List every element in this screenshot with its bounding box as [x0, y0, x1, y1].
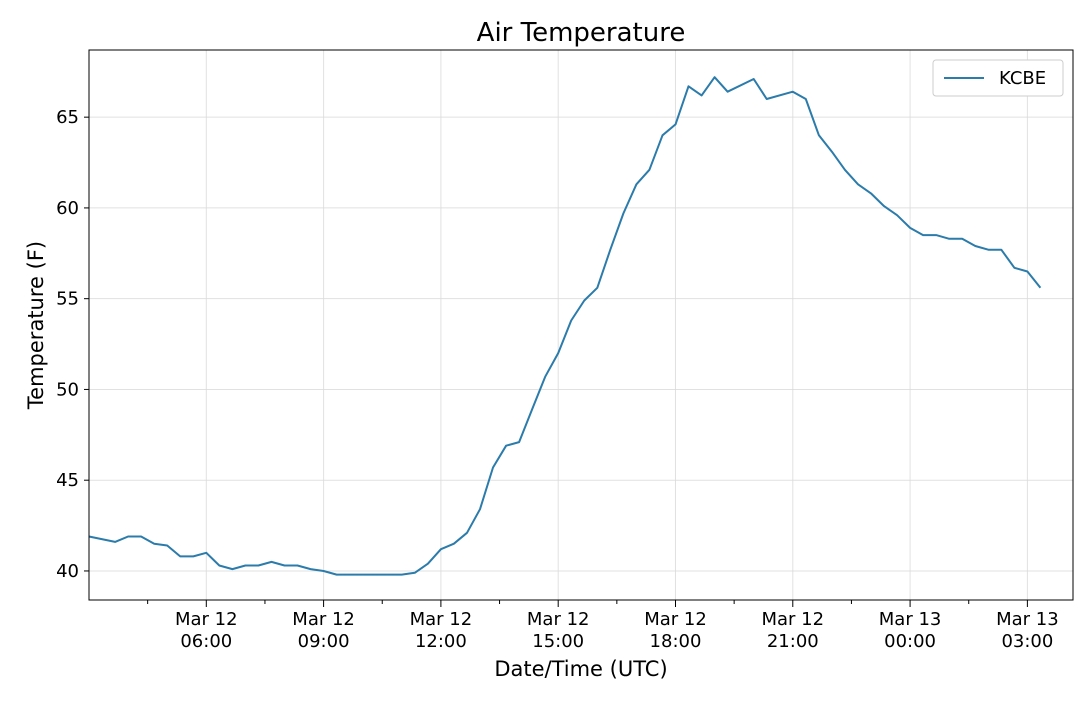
x-tick-label-time: 15:00 — [532, 631, 584, 652]
y-tick-label: 50 — [56, 379, 79, 400]
y-tick-label: 65 — [56, 107, 79, 128]
legend-label-kcbe: KCBE — [999, 68, 1046, 89]
series-layer — [88, 76, 1042, 576]
x-tick-label-time: 00:00 — [884, 631, 936, 652]
legend: KCBE — [932, 59, 1064, 97]
x-tick-label-time: 03:00 — [1001, 631, 1053, 652]
x-tick-label-date: Mar 12 — [761, 609, 824, 630]
x-tick-label-time: 12:00 — [415, 631, 467, 652]
y-axis-label: Temperature (F) — [24, 241, 48, 410]
y-tick-label: 45 — [56, 470, 79, 491]
x-tick-label-date: Mar 12 — [644, 609, 707, 630]
plot-area-frame — [88, 49, 1074, 601]
legend-box — [932, 59, 1064, 97]
y-tick-label: 60 — [56, 198, 79, 219]
x-tick-label-time: 18:00 — [650, 631, 702, 652]
y-axis: 40 45 50 55 60 65 — [56, 107, 89, 582]
x-tick-label-time: 09:00 — [298, 631, 350, 652]
gridlines — [89, 50, 1073, 600]
x-axis-label: Date/Time (UTC) — [494, 657, 667, 681]
x-tick-label-date: Mar 13 — [996, 609, 1059, 630]
y-tick-label: 55 — [56, 289, 79, 310]
y-tick-label: 40 — [56, 561, 79, 582]
x-tick-label-time: 21:00 — [767, 631, 819, 652]
x-tick-label-date: Mar 12 — [410, 609, 473, 630]
series-line-kcbe — [88, 76, 1042, 576]
x-tick-label-date: Mar 13 — [879, 609, 942, 630]
chart-title: Air Temperature — [477, 18, 686, 48]
x-tick-label-date: Mar 12 — [527, 609, 590, 630]
x-tick-label-date: Mar 12 — [175, 609, 238, 630]
x-tick-label-time: 06:00 — [180, 631, 232, 652]
x-tick-label-date: Mar 12 — [292, 609, 355, 630]
